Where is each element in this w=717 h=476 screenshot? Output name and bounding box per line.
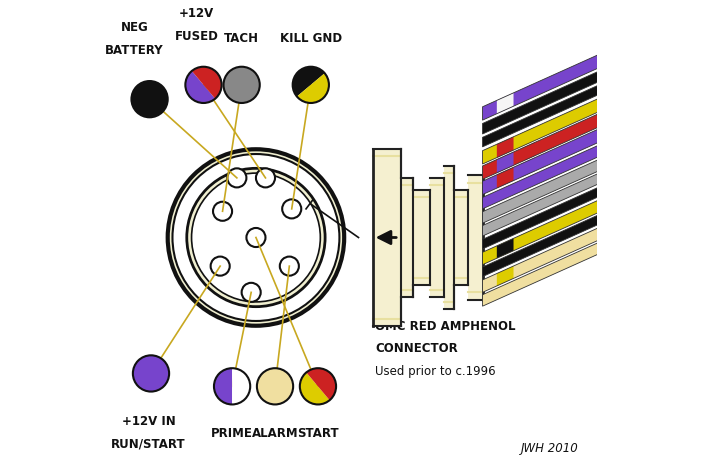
Circle shape	[173, 155, 339, 321]
Polygon shape	[483, 129, 602, 195]
Wedge shape	[306, 368, 336, 400]
Polygon shape	[483, 145, 602, 209]
Circle shape	[211, 257, 229, 276]
Text: FUSED: FUSED	[174, 30, 218, 43]
Polygon shape	[483, 214, 602, 277]
Polygon shape	[521, 143, 535, 163]
Wedge shape	[214, 368, 232, 405]
Circle shape	[187, 169, 325, 307]
Circle shape	[191, 174, 320, 302]
Polygon shape	[497, 267, 513, 286]
Polygon shape	[483, 71, 602, 135]
Polygon shape	[483, 159, 602, 224]
Polygon shape	[414, 190, 430, 286]
Polygon shape	[468, 176, 483, 300]
Polygon shape	[483, 227, 602, 293]
Text: ALARM: ALARM	[252, 426, 298, 439]
Circle shape	[227, 169, 247, 188]
Polygon shape	[402, 178, 414, 298]
Circle shape	[242, 283, 261, 302]
Polygon shape	[483, 54, 602, 121]
Wedge shape	[192, 68, 222, 99]
Text: CONNECTOR: CONNECTOR	[375, 342, 458, 355]
Wedge shape	[300, 373, 330, 405]
Polygon shape	[497, 239, 513, 259]
Circle shape	[168, 150, 344, 326]
Circle shape	[247, 228, 265, 248]
Text: START: START	[297, 426, 338, 439]
Polygon shape	[454, 190, 468, 286]
Polygon shape	[430, 178, 445, 298]
Polygon shape	[373, 150, 402, 326]
Polygon shape	[497, 168, 513, 189]
Circle shape	[168, 150, 344, 326]
Polygon shape	[445, 167, 454, 309]
Polygon shape	[483, 98, 602, 165]
Circle shape	[224, 68, 260, 104]
Polygon shape	[483, 199, 602, 265]
Wedge shape	[186, 72, 215, 104]
Circle shape	[131, 82, 168, 118]
Circle shape	[256, 169, 275, 188]
Polygon shape	[521, 128, 535, 148]
Text: OMC RED AMPHENOL: OMC RED AMPHENOL	[375, 319, 516, 332]
Text: TACH: TACH	[224, 32, 259, 45]
Text: NEG: NEG	[120, 21, 148, 34]
Polygon shape	[483, 242, 602, 307]
Text: +12V IN: +12V IN	[122, 414, 176, 427]
Polygon shape	[483, 186, 602, 249]
Wedge shape	[297, 74, 329, 104]
Wedge shape	[293, 68, 325, 97]
Text: PRIME: PRIME	[212, 426, 253, 439]
Polygon shape	[483, 173, 602, 237]
Text: +12V: +12V	[179, 7, 214, 20]
Text: KILL GND: KILL GND	[280, 32, 342, 45]
Polygon shape	[483, 113, 602, 180]
Circle shape	[280, 257, 299, 276]
Polygon shape	[497, 138, 513, 158]
Wedge shape	[232, 368, 250, 405]
Polygon shape	[483, 85, 602, 148]
Text: BATTERY: BATTERY	[105, 44, 163, 57]
Polygon shape	[497, 153, 513, 174]
Text: Used prior to c.1996: Used prior to c.1996	[375, 365, 496, 377]
Circle shape	[133, 356, 169, 392]
Polygon shape	[521, 158, 535, 178]
Polygon shape	[497, 94, 513, 114]
Circle shape	[213, 202, 232, 221]
Text: RUN/START: RUN/START	[111, 437, 186, 450]
Circle shape	[282, 200, 301, 219]
Text: JWH 2010: JWH 2010	[521, 441, 578, 454]
Circle shape	[257, 368, 293, 405]
Polygon shape	[521, 229, 535, 248]
